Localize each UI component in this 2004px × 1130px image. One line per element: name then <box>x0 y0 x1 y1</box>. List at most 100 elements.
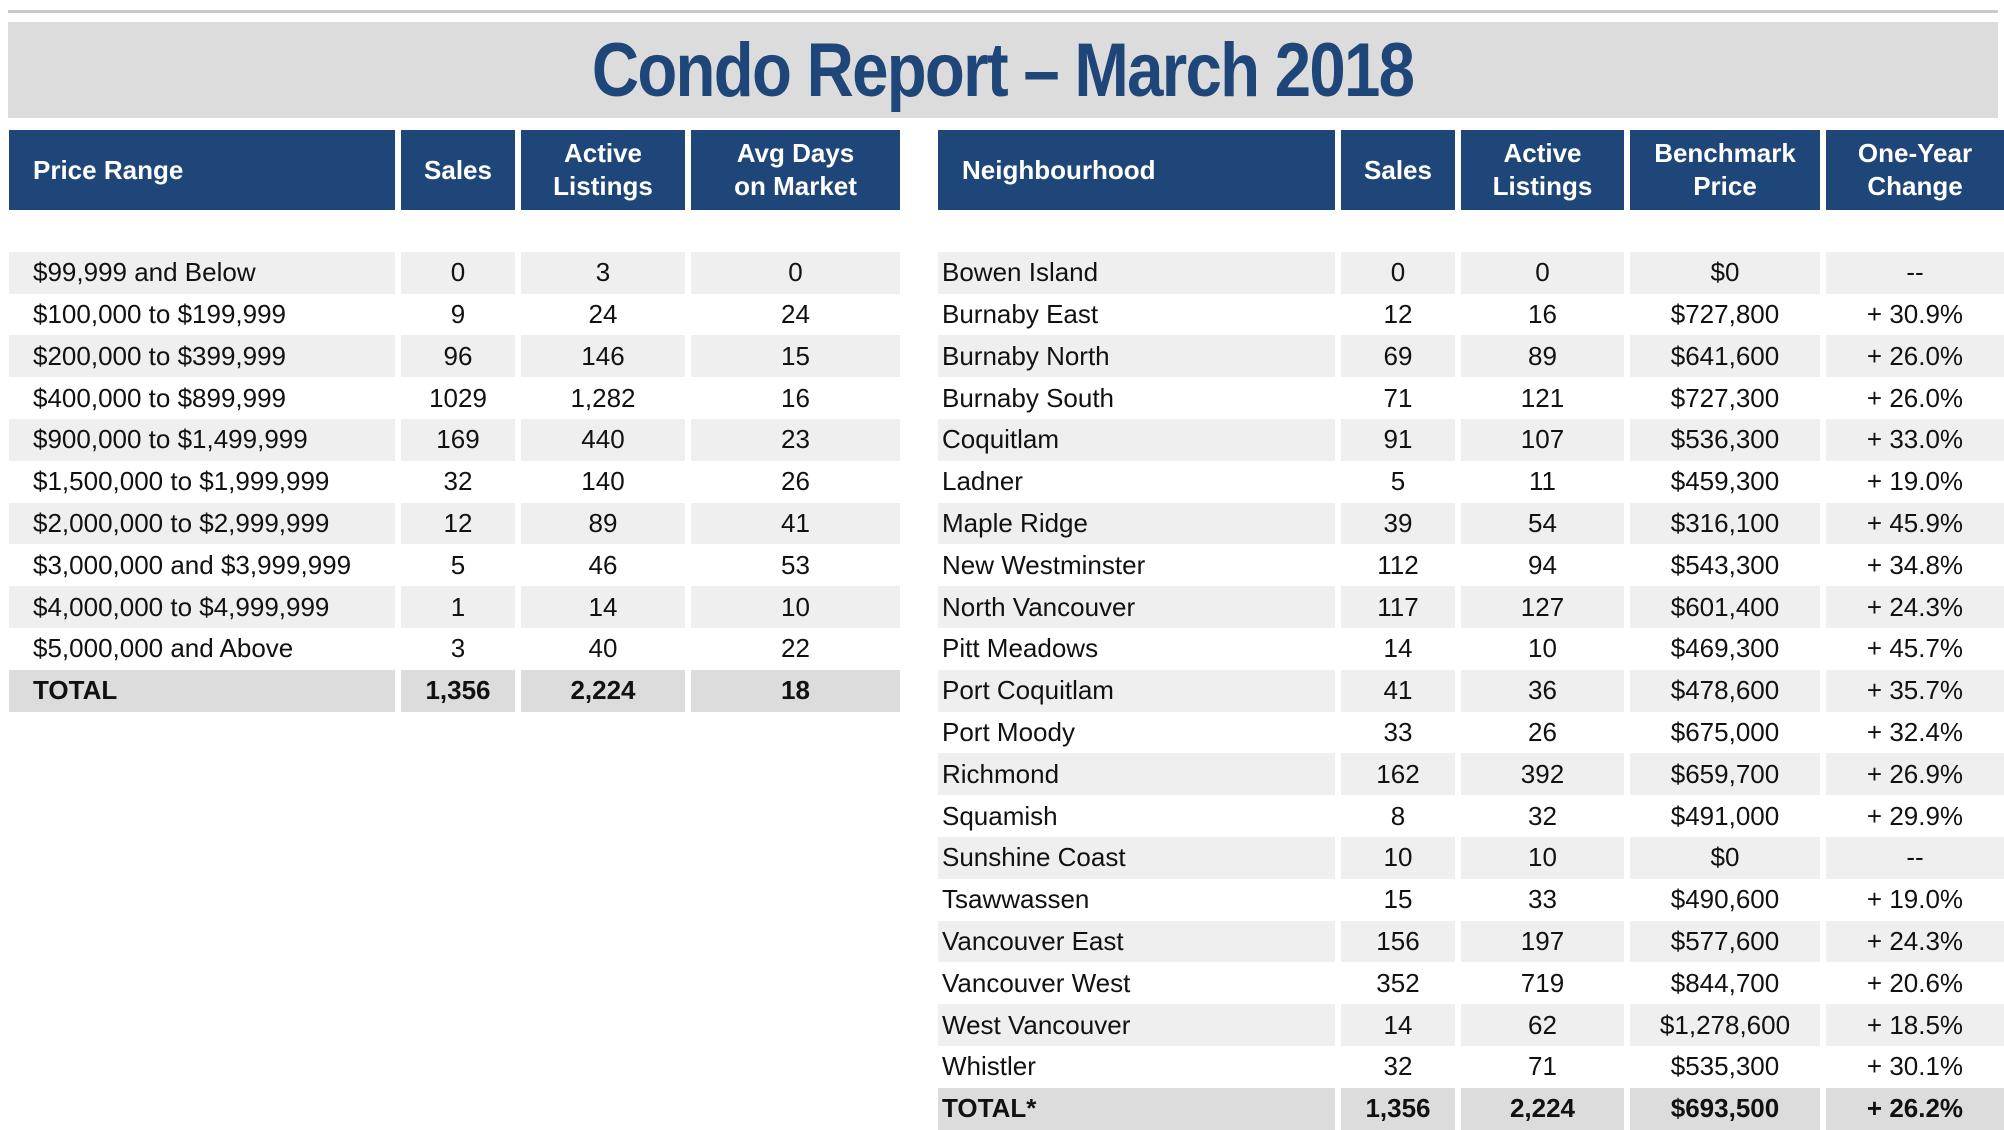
table-row: Sunshine Coast 10 10 $0 -- <box>938 836 2004 879</box>
table-cell: $601,400 <box>1630 586 1820 628</box>
column-header: Price Range <box>9 130 395 210</box>
table-cell: 3 <box>521 251 685 294</box>
table-row: North Vancouver 117 127 $601,400 + 24.3% <box>938 586 2004 628</box>
table-cell: $727,300 <box>1630 377 1820 419</box>
table-row: $1,500,000 to $1,999,999 32 140 26 <box>9 460 900 503</box>
row-label: $100,000 to $199,999 <box>9 293 395 336</box>
table-row: $99,999 and Below 0 3 0 <box>9 251 900 294</box>
table-cell: 41 <box>1341 669 1455 712</box>
column-header: Avg Days on Market <box>691 130 900 210</box>
table-cell: $0 <box>1630 251 1820 294</box>
table-cell: 10 <box>691 586 900 628</box>
table-row: Burnaby East 12 16 $727,800 + 30.9% <box>938 293 2004 336</box>
table-cell: 140 <box>521 460 685 503</box>
table-cell: 16 <box>1461 293 1624 336</box>
spacer-cell <box>401 210 515 252</box>
table-cell: 62 <box>1461 1004 1624 1046</box>
table-row: Vancouver West 352 719 $844,700 + 20.6% <box>938 962 2004 1005</box>
table-cell: + 26.0% <box>1826 335 2004 378</box>
title-bar: Condo Report – March 2018 <box>8 22 1998 118</box>
table-cell: 71 <box>1341 377 1455 419</box>
table-cell: 54 <box>1461 502 1624 545</box>
table-cell: $490,600 <box>1630 878 1820 921</box>
row-label: Pitt Meadows <box>938 627 1335 670</box>
table-cell: 94 <box>1461 544 1624 587</box>
row-label: Ladner <box>938 460 1335 503</box>
table-cell: 107 <box>1461 418 1624 461</box>
table-row: Burnaby South 71 121 $727,300 + 26.0% <box>938 377 2004 419</box>
spacer-cell <box>938 210 1335 252</box>
row-label: $4,000,000 to $4,999,999 <box>9 586 395 628</box>
table-cell: 89 <box>1461 335 1624 378</box>
row-label: $2,000,000 to $2,999,999 <box>9 502 395 545</box>
spacer-cell <box>1461 210 1624 252</box>
table-cell: 162 <box>1341 753 1455 796</box>
row-label: Vancouver East <box>938 920 1335 963</box>
table-cell: 121 <box>1461 377 1624 419</box>
table-row: $100,000 to $199,999 9 24 24 <box>9 293 900 336</box>
table-cell: 12 <box>1341 293 1455 336</box>
table-cell: + 33.0% <box>1826 418 2004 461</box>
table-cell: 0 <box>1341 251 1455 294</box>
table-cell: + 32.4% <box>1826 711 2004 754</box>
table-cell: 156 <box>1341 920 1455 963</box>
row-label: Whistler <box>938 1045 1335 1088</box>
column-header: Active Listings <box>521 130 685 210</box>
table-cell: + 19.0% <box>1826 460 2004 503</box>
table-cell: 9 <box>401 293 515 336</box>
table-row: Squamish 8 32 $491,000 + 29.9% <box>938 795 2004 837</box>
table-cell: + 45.9% <box>1826 502 2004 545</box>
table-cell: $536,300 <box>1630 418 1820 461</box>
top-rule <box>8 10 1998 13</box>
total-cell: + 26.2% <box>1826 1087 2004 1130</box>
total-cell: 18 <box>691 669 900 712</box>
table-cell: 11 <box>1461 460 1624 503</box>
total-cell: 2,224 <box>521 669 685 712</box>
table-row: Whistler 32 71 $535,300 + 30.1% <box>938 1045 2004 1088</box>
table-cell: $535,300 <box>1630 1045 1820 1088</box>
table-row: Pitt Meadows 14 10 $469,300 + 45.7% <box>938 627 2004 670</box>
table-cell: 71 <box>1461 1045 1624 1088</box>
table-cell: + 26.9% <box>1826 753 2004 796</box>
row-label: $900,000 to $1,499,999 <box>9 418 395 461</box>
table-cell: 40 <box>521 627 685 670</box>
row-label: $1,500,000 to $1,999,999 <box>9 460 395 503</box>
table-cell: + 20.6% <box>1826 962 2004 1005</box>
total-label: TOTAL <box>9 669 395 712</box>
table-cell: 352 <box>1341 962 1455 1005</box>
table-row: Port Moody 33 26 $675,000 + 32.4% <box>938 711 2004 754</box>
table-cell: 16 <box>691 377 900 419</box>
table-row: Vancouver East 156 197 $577,600 + 24.3% <box>938 920 2004 963</box>
table-cell: 32 <box>401 460 515 503</box>
table-cell: 14 <box>1341 1004 1455 1046</box>
table-row: Bowen Island 0 0 $0 -- <box>938 251 2004 294</box>
table-cell: $727,800 <box>1630 293 1820 336</box>
table-cell: 392 <box>1461 753 1624 796</box>
table-cell: $1,278,600 <box>1630 1004 1820 1046</box>
table-cell: + 24.3% <box>1826 920 2004 963</box>
total-label: TOTAL* <box>938 1087 1335 1130</box>
table-cell: $316,100 <box>1630 502 1820 545</box>
table-cell: 0 <box>1461 251 1624 294</box>
table-cell: $0 <box>1630 836 1820 879</box>
row-label: Squamish <box>938 795 1335 837</box>
table-cell: 41 <box>691 502 900 545</box>
table-row: Maple Ridge 39 54 $316,100 + 45.9% <box>938 502 2004 545</box>
row-label: $99,999 and Below <box>9 251 395 294</box>
table-row: Tsawwassen 15 33 $490,600 + 19.0% <box>938 878 2004 921</box>
table-row: $4,000,000 to $4,999,999 1 14 10 <box>9 586 900 628</box>
table-cell: 10 <box>1461 836 1624 879</box>
table-cell: 22 <box>691 627 900 670</box>
table-cell: 146 <box>521 335 685 378</box>
table-cell: + 34.8% <box>1826 544 2004 587</box>
table-cell: 440 <box>521 418 685 461</box>
column-header: Sales <box>401 130 515 210</box>
table-row: $3,000,000 and $3,999,999 5 46 53 <box>9 544 900 587</box>
table-cell: + 30.1% <box>1826 1045 2004 1088</box>
table-cell: $577,600 <box>1630 920 1820 963</box>
row-label: $3,000,000 and $3,999,999 <box>9 544 395 587</box>
table-cell: 39 <box>1341 502 1455 545</box>
table-cell: $478,600 <box>1630 669 1820 712</box>
table-cell: 12 <box>401 502 515 545</box>
total-cell: 2,224 <box>1461 1087 1624 1130</box>
